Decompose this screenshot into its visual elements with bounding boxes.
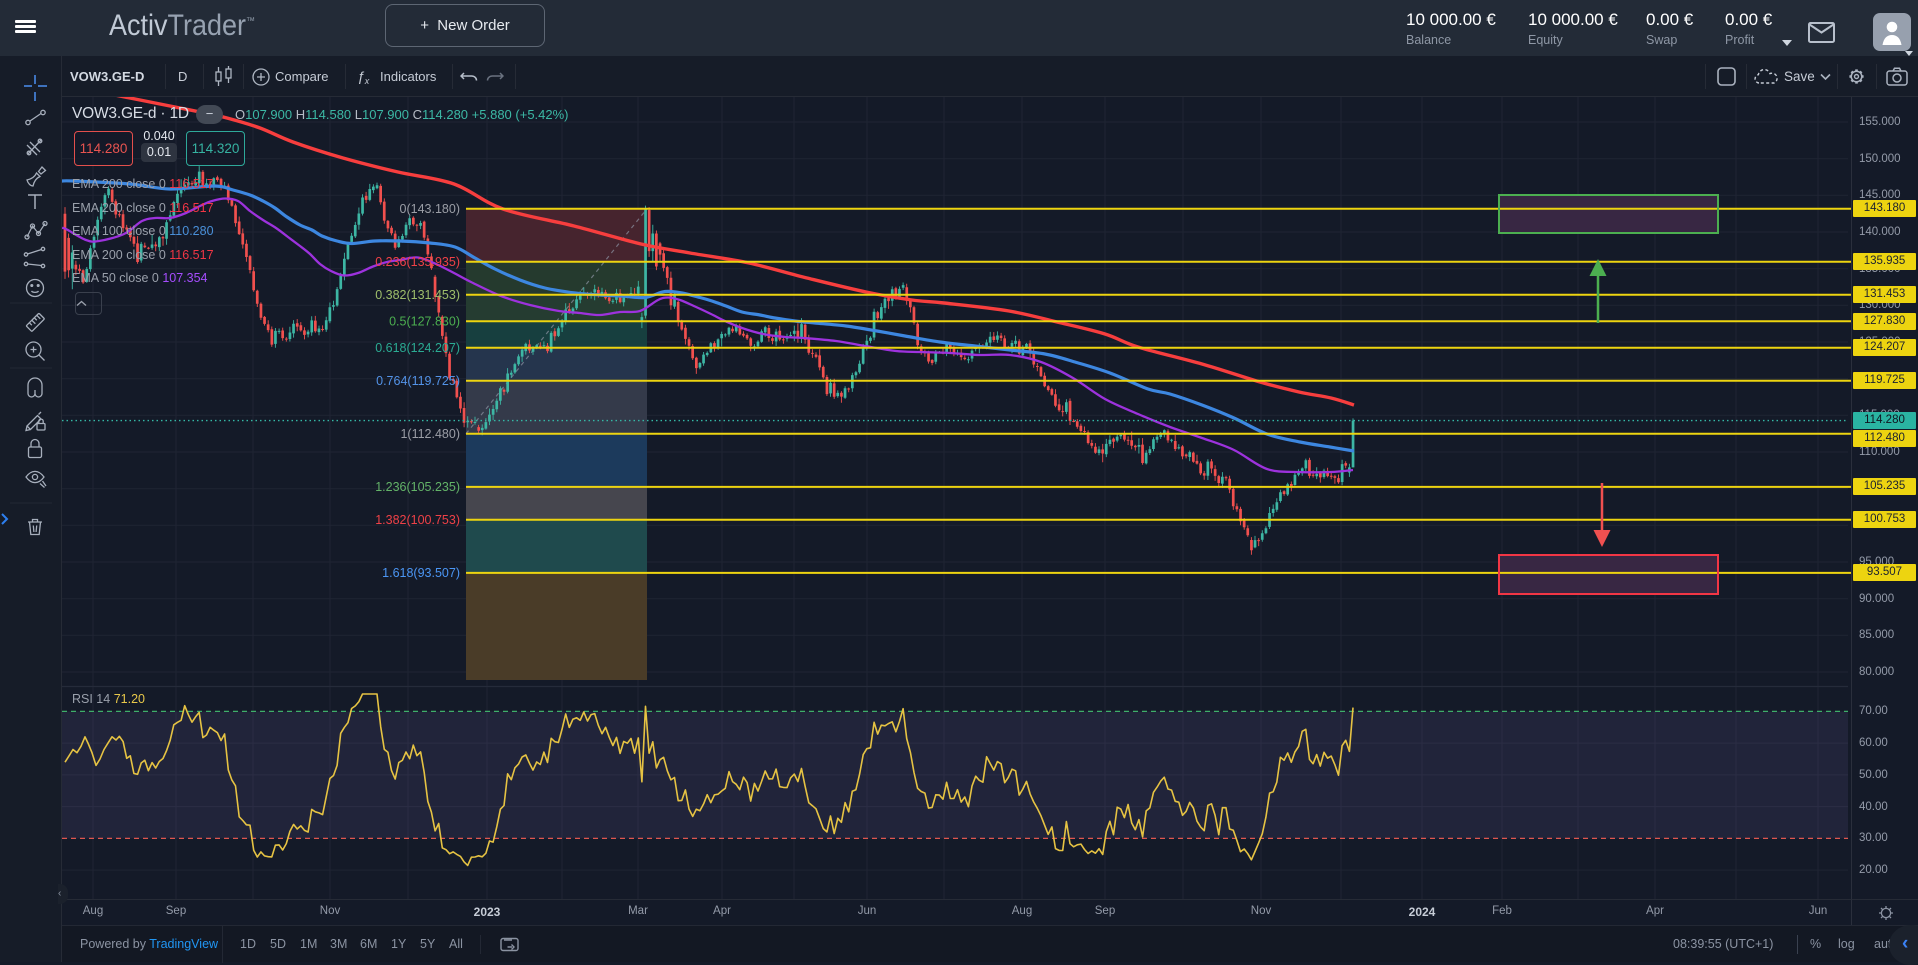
svg-text:0.764(119.725): 0.764(119.725) [376,374,460,388]
svg-text:1.236(105.235): 1.236(105.235) [375,480,460,494]
svg-text:0.236(135.935): 0.236(135.935) [375,255,460,269]
svg-text:0(143.180): 0(143.180) [400,202,460,216]
svg-text:1(112.480): 1(112.480) [400,427,460,441]
svg-text:0.5(127.830): 0.5(127.830) [389,314,460,328]
svg-text:0.382(131.453): 0.382(131.453) [375,288,460,302]
svg-text:1.382(100.753): 1.382(100.753) [375,513,460,527]
svg-text:1.618(93.507): 1.618(93.507) [382,566,460,580]
svg-text:0.618(124.207): 0.618(124.207) [375,341,460,355]
